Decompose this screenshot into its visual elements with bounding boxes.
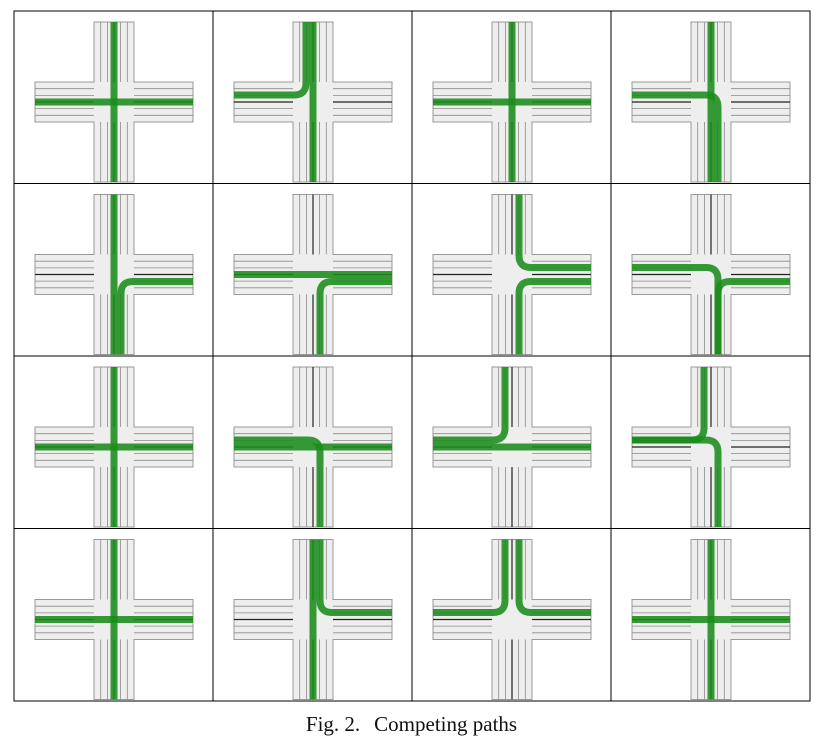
panel-r2-c2 (212, 183, 413, 357)
path-north-east (515, 539, 591, 616)
path-south-east (515, 278, 591, 355)
intersection (233, 21, 393, 183)
panel-r2-c3 (411, 183, 612, 357)
panel-r3-c3 (411, 355, 612, 529)
intersection (233, 366, 393, 528)
panel-r1-c4 (610, 10, 811, 184)
path-south-east (316, 278, 392, 355)
road-surface (631, 194, 791, 355)
intersection (34, 366, 194, 528)
competing-paths-figure (13, 10, 811, 702)
path-south-east (714, 278, 790, 355)
path-west-south (632, 436, 722, 527)
panel-r1-c2 (212, 10, 413, 184)
path-west-south (632, 91, 722, 182)
road-surface (631, 366, 791, 528)
caption-text: Competing paths (374, 712, 518, 736)
intersection (34, 539, 194, 700)
intersection (432, 366, 592, 528)
intersection (432, 539, 592, 700)
panel-r4-c1 (13, 528, 214, 702)
panel-r3-c4 (610, 355, 811, 529)
panel-r2-c4 (610, 183, 811, 357)
intersection (233, 539, 393, 700)
intersection (631, 366, 791, 528)
panel-r4-c2 (212, 528, 413, 702)
panel-r1-c3 (411, 10, 612, 184)
path-west-south (234, 436, 324, 527)
road-surface (432, 539, 592, 700)
path-north-west (433, 367, 509, 444)
intersection (233, 194, 393, 355)
intersection (432, 21, 592, 183)
caption-label: Fig. 2. (305, 712, 361, 736)
path-west-south (632, 264, 722, 355)
path-south-east (117, 278, 193, 355)
figure-caption: Fig. 2. Competing paths (0, 712, 823, 737)
path-north-west (433, 539, 509, 616)
panel-r3-c1 (13, 355, 214, 529)
intersection (34, 194, 194, 355)
panel-r1-c1 (13, 10, 214, 184)
path-north-west (234, 22, 310, 99)
road-surface (432, 194, 592, 355)
intersection (34, 21, 194, 183)
panel-r4-c4 (610, 528, 811, 702)
panel-r3-c2 (212, 355, 413, 529)
panel-r4-c3 (411, 528, 612, 702)
path-north-east (515, 194, 591, 271)
panel-r2-c1 (13, 183, 214, 357)
path-north-east (316, 539, 392, 616)
intersection (631, 21, 791, 183)
intersection (432, 194, 592, 355)
intersection (631, 194, 791, 355)
intersection (631, 539, 791, 700)
